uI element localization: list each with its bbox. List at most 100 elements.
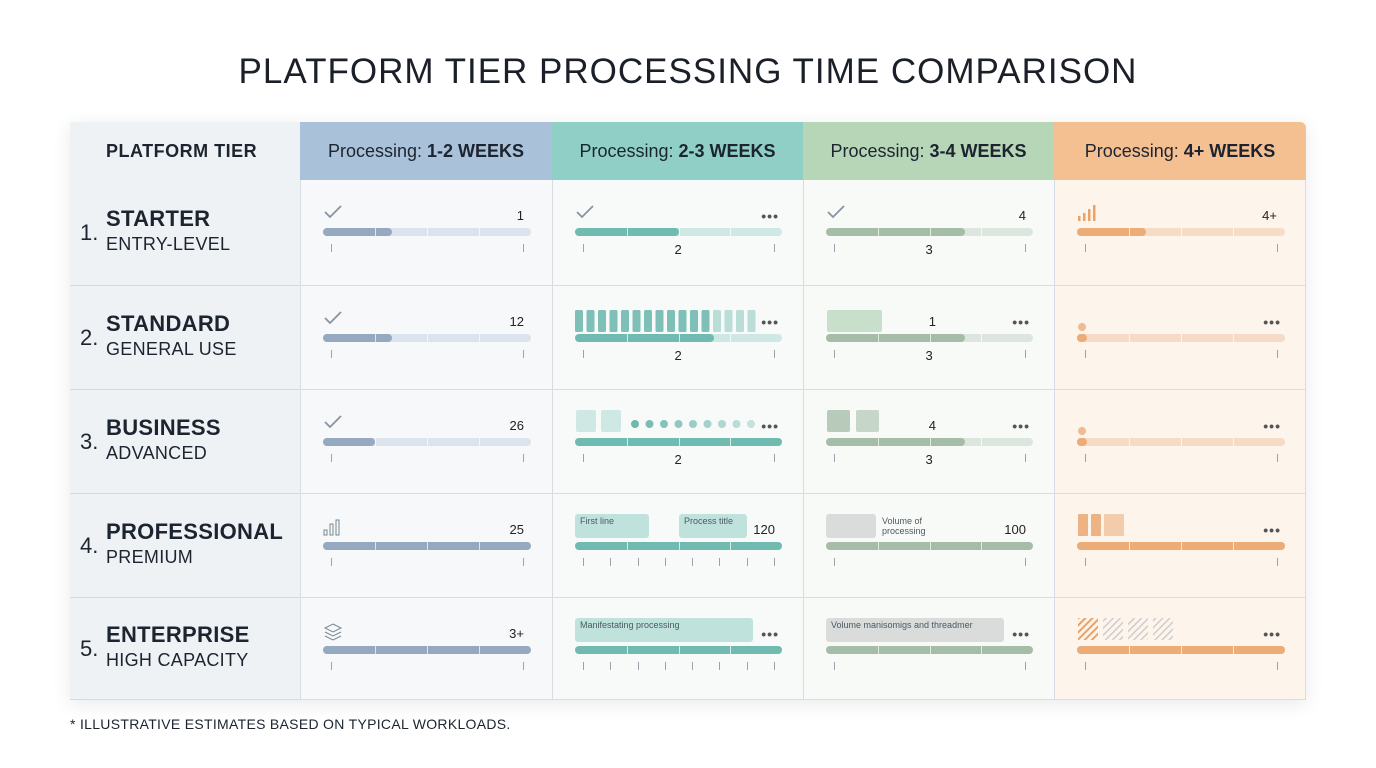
bar-divider [981,438,983,446]
axis-tick [637,558,639,566]
axis-tick [1277,558,1278,566]
column-header-1: Processing: 1-2 WEEKS [300,122,552,180]
cell-value: 120 [753,522,775,537]
cell-5-4: ••• [1054,598,1306,700]
row-name: ENTERPRISE [106,622,250,647]
axis-tick [583,558,584,566]
cell-4-3: Volume of processing 100 [803,494,1054,598]
bar-divider [626,438,628,446]
more-options-icon[interactable]: ••• [1263,626,1281,642]
more-options-icon[interactable]: ••• [761,418,779,434]
bar-divider [730,646,732,654]
bar-divider [1129,228,1130,236]
more-options-icon[interactable]: ••• [1012,626,1030,642]
axis-tick [1277,662,1278,670]
cell-bottom-value: 3 [925,452,933,467]
bar-divider [929,334,931,342]
axis-tick [1085,454,1086,462]
axis-tick [1025,558,1026,566]
axis-tick [637,662,639,670]
axis-tick [1025,454,1026,462]
bar-divider [1181,646,1182,654]
axis-tick [583,454,584,462]
row-subtitle: ADVANCED [106,443,208,463]
progress-fill [323,438,375,446]
cell-value: 1 [516,208,524,223]
row-number: 1. [80,220,99,245]
axis-tick [1025,662,1026,670]
check-icon [323,310,343,331]
more-options-icon[interactable]: ••• [761,208,779,224]
axis-tick [774,350,775,358]
axis-tick [774,558,775,566]
bar-divider [626,646,628,654]
axis-tick [834,662,835,670]
dot-icon [1077,320,1089,338]
axis-tick [774,454,775,462]
column-header-label: 1-2 WEEKS [427,140,525,161]
more-options-icon[interactable]: ••• [1012,418,1030,434]
bar-divider [427,646,428,654]
row-name: PROFESSIONAL [106,519,284,544]
row-header-4: 4. PROFESSIONAL PREMIUM [70,494,300,598]
axis-tick [692,662,694,670]
cell-value: 12 [509,314,524,329]
axis-tick [331,558,332,566]
more-options-icon[interactable]: ••• [1263,522,1281,538]
bar-divider [981,646,983,654]
axis-tick [583,350,584,358]
axis-tick [834,558,835,566]
bar-divider [427,438,428,446]
columns-icon [1077,514,1137,543]
cell-value: 4+ [1262,208,1277,223]
bar-divider [981,228,983,236]
bar-divider [1233,542,1234,550]
cell-bottom-value: 2 [674,452,682,467]
axis-tick [746,662,748,670]
axis-tick [1085,558,1086,566]
label-chip [575,514,649,538]
axis-tick [719,558,721,566]
cell-value: 1 [928,314,936,329]
progress-fill [323,228,392,236]
row-header-5: 5. ENTERPRISE HIGH CAPACITY [70,598,300,700]
cell-2-3: 1 ••• 3 [803,286,1054,390]
axis-tick [523,244,524,252]
bar-divider [678,334,680,342]
column-header-label: 4+ WEEKS [1183,140,1276,161]
column-header-prefix: Processing: [1084,140,1179,161]
label-chip-text: Volume manisomigs and threadmer [831,620,973,630]
more-options-icon[interactable]: ••• [761,626,779,642]
bar-divider [479,542,480,550]
barchart-icon [323,518,343,541]
bar-divider [877,334,879,342]
axis-tick [1085,350,1086,358]
bar-divider [877,542,879,550]
axis-tick [746,558,748,566]
bar-divider [375,542,376,550]
axis-tick [1085,662,1086,670]
cell-5-1: 3+ [300,598,552,700]
bar-divider [427,228,428,236]
more-options-icon[interactable]: ••• [1012,314,1030,330]
row-number: 3. [80,429,99,454]
bar-divider [981,542,983,550]
bar-divider [678,228,680,236]
check-icon [323,204,343,225]
bar-divider [730,542,732,550]
bar-divider [1233,228,1234,236]
more-options-icon[interactable]: ••• [1263,314,1281,330]
bar-divider [981,334,983,342]
cell-value: 26 [509,418,524,433]
cell-1-2: ••• 2 [552,180,803,286]
more-options-icon[interactable]: ••• [1263,418,1281,434]
bar-divider [877,228,879,236]
column-header-prefix: Processing: [830,140,925,161]
label-chip-text: Manifestating processing [580,620,680,630]
cell-bottom-value: 3 [925,242,933,257]
more-options-icon[interactable]: ••• [761,314,779,330]
label-chip-text: Process title [684,516,734,526]
bar-divider [1233,334,1234,342]
cell-3-4: ••• [1054,390,1306,494]
